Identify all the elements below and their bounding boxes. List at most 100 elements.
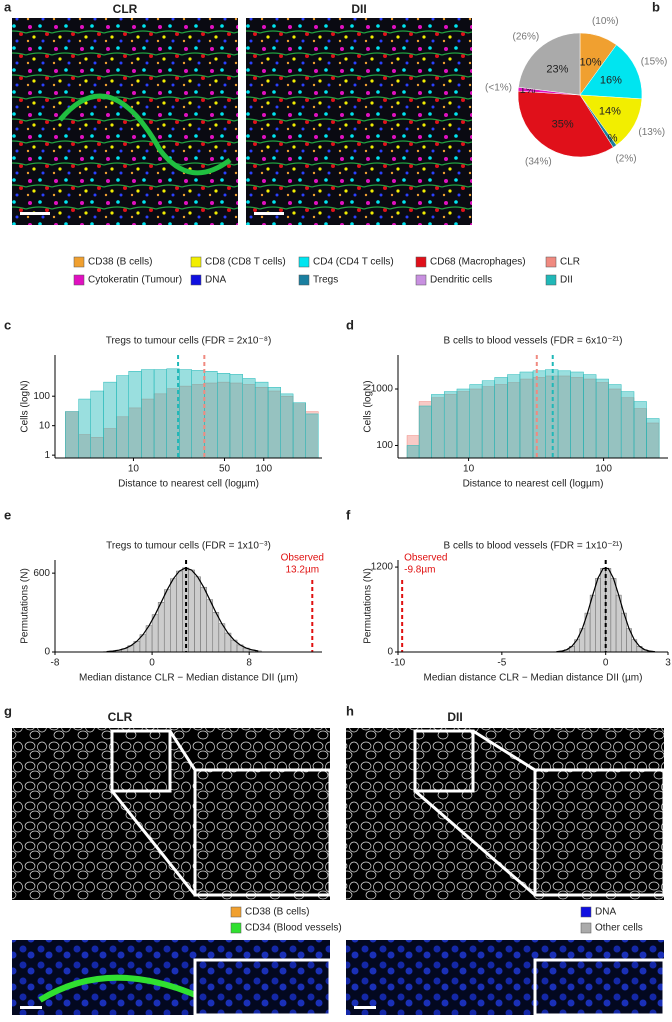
legend-label: CD34 (Blood vessels)	[245, 923, 342, 934]
histogram-bar	[558, 371, 571, 458]
slice-outer-label: (<1%)	[485, 82, 512, 93]
legend-label: Tregs	[313, 275, 338, 286]
histogram-bar	[431, 394, 444, 458]
panel-letter: f	[346, 507, 351, 522]
y-tick-label: 1000	[371, 384, 394, 395]
annotation: Observed	[281, 553, 324, 564]
slice-label: 10%	[580, 56, 602, 68]
histogram-bar	[179, 370, 191, 458]
slice-outer-label: (13%)	[638, 127, 665, 138]
x-axis-label: Median distance CLR − Median distance DI…	[424, 673, 643, 684]
chart-title: B cells to blood vessels (FDR = 6x10⁻²¹)	[444, 336, 623, 347]
histogram-bar	[204, 371, 217, 458]
histogram-bar	[129, 371, 142, 458]
legend-swatch	[546, 275, 556, 285]
legend-label: CD38 (B cells)	[245, 907, 309, 918]
histogram-bar	[571, 372, 584, 458]
y-tick-label: 0	[387, 647, 393, 658]
panel-letter: d	[346, 317, 354, 332]
panel-letter: e	[4, 507, 11, 522]
legend-swatch	[581, 923, 591, 933]
legend-label: Dendritic cells	[430, 275, 492, 286]
legend-label: CD4 (CD4 T cells)	[313, 257, 394, 268]
histogram-bar	[482, 381, 495, 458]
histogram-bar	[213, 612, 219, 652]
histogram-bar	[164, 590, 170, 652]
histogram-bar	[201, 587, 207, 652]
x-tick-label: -8	[51, 658, 60, 669]
histogram-bar	[545, 370, 558, 458]
histogram-bar	[621, 392, 634, 458]
legend-swatch	[191, 257, 201, 267]
x-axis-label: Median distance CLR − Median distance DI…	[79, 673, 298, 684]
histogram-bar	[255, 382, 268, 458]
histogram-bar	[217, 373, 230, 458]
y-tick-label: 0	[44, 647, 50, 658]
histogram-bar	[419, 406, 431, 458]
histogram-bar	[611, 578, 616, 652]
legend-label: DNA	[595, 907, 616, 918]
histogram-bar	[470, 385, 482, 458]
zoom-inset	[195, 770, 330, 895]
histogram-bar	[444, 392, 457, 458]
x-tick-label: 100	[255, 464, 272, 475]
scale-bar	[20, 212, 50, 215]
legend-label: Other cells	[595, 923, 643, 934]
annotation: Observed	[404, 553, 447, 564]
zoom-inset	[535, 770, 664, 895]
slice-outer-label: (34%)	[525, 156, 552, 167]
panel-a-images	[12, 18, 472, 225]
y-tick-label: 1200	[371, 562, 394, 573]
image-title: CLR	[108, 710, 133, 724]
histogram-bar	[243, 378, 255, 458]
legend-label: CLR	[560, 257, 580, 268]
y-axis-label: Permutations (N)	[20, 568, 31, 644]
legend-swatch	[231, 907, 241, 917]
chart-title: Tregs to tumour cells (FDR = 2x10⁻⁸)	[106, 336, 272, 347]
y-tick-label: 10	[39, 420, 51, 431]
histogram-bar	[596, 379, 609, 458]
legend-swatch	[74, 257, 84, 267]
legend-swatch	[416, 257, 426, 267]
histogram-bar	[590, 595, 595, 652]
scale-bar	[20, 1006, 42, 1009]
x-axis-label: Distance to nearest cell (logµm)	[463, 479, 604, 490]
slice-outer-label: (2%)	[615, 154, 636, 165]
histogram-bar	[158, 602, 164, 652]
x-tick-label: -10	[391, 658, 406, 669]
x-tick-label: -5	[497, 658, 506, 669]
legend-swatch	[581, 907, 591, 917]
legend-swatch	[231, 923, 241, 933]
panel-letter: b	[652, 0, 660, 14]
legend-label: CD68 (Macrophages)	[430, 257, 526, 268]
image-dii	[246, 18, 472, 225]
y-tick-label: 1	[44, 450, 50, 461]
histogram-bar	[91, 391, 104, 458]
y-tick-label: 100	[33, 391, 50, 402]
legend-swatch	[416, 275, 426, 285]
histogram-bar	[195, 577, 201, 652]
x-tick-label: 50	[219, 464, 231, 475]
x-tick-label: 8	[246, 658, 252, 669]
histogram-bar	[230, 374, 243, 458]
histogram-bar	[141, 370, 154, 458]
histogram-bar	[65, 412, 78, 458]
histogram-bar	[647, 419, 660, 458]
image-clr	[12, 18, 238, 225]
histogram-bar	[457, 389, 470, 458]
x-axis-label: Distance to nearest cell (logµm)	[118, 479, 259, 490]
histogram-bar	[407, 445, 419, 458]
x-tick-label: 10	[128, 464, 140, 475]
legend-swatch	[74, 275, 84, 285]
slice-outer-label: (10%)	[592, 16, 619, 27]
scale-bar	[354, 1006, 376, 1009]
histogram-bar	[79, 399, 91, 458]
histogram-bar	[152, 615, 158, 652]
y-tick-label: 600	[33, 568, 50, 579]
histogram-bar	[189, 570, 195, 652]
histogram-bar	[170, 579, 176, 652]
slice-label: 35%	[552, 118, 574, 130]
zoom-inset	[535, 960, 664, 1015]
x-tick-label: 100	[595, 464, 612, 475]
